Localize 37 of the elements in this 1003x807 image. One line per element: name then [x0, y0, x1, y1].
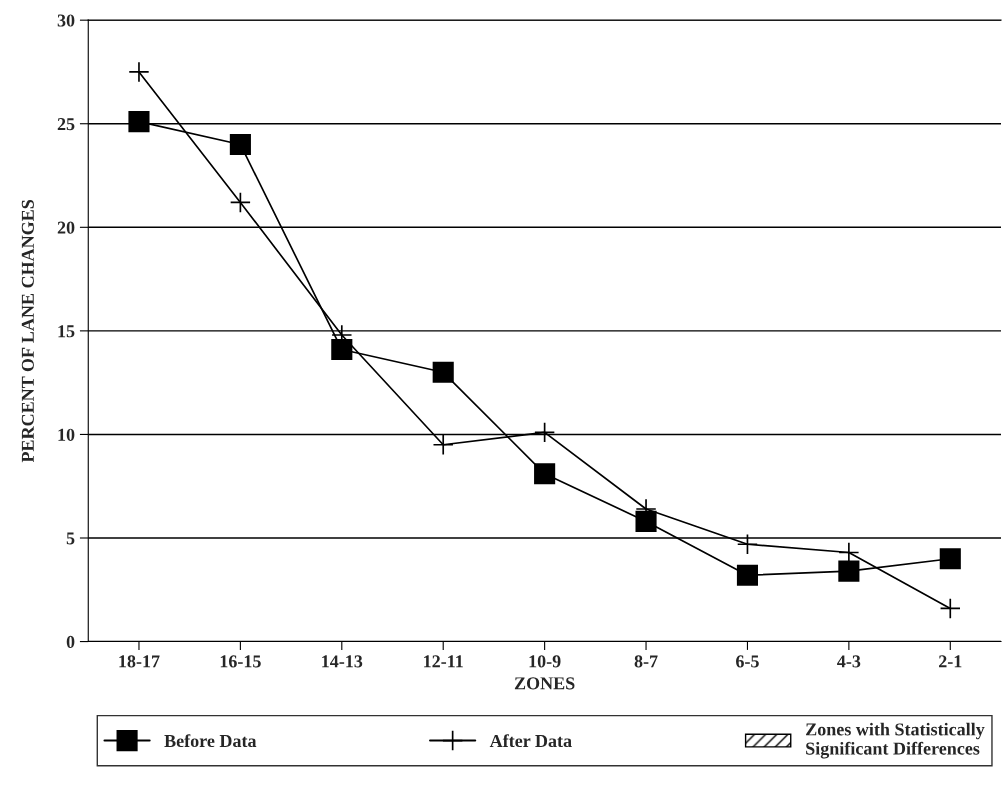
point: [534, 463, 556, 485]
y-tick-label: 0: [66, 635, 75, 649]
x-tick-label: 4-3: [837, 655, 861, 668]
point: [331, 338, 353, 361]
point: [939, 548, 961, 570]
legend-label: Zones with Statistically Significant Differences: [806, 722, 985, 759]
legend-label: Before Data: [164, 734, 257, 748]
point: [838, 560, 860, 582]
point: [432, 361, 454, 383]
point: [128, 61, 150, 83]
y-tick-label: 15: [58, 325, 75, 338]
point: [635, 510, 657, 532]
y-tick-label: 30: [57, 14, 75, 27]
y-tick-label: 5: [66, 532, 75, 545]
point: [229, 133, 251, 156]
x-axis-title: ZONES: [514, 677, 575, 690]
point: [939, 597, 961, 619]
x-tick-label: 14-13: [322, 655, 363, 668]
point: [534, 421, 556, 443]
x-tick-label: 8-7: [634, 655, 658, 668]
x-tick-label: 12-11: [424, 655, 463, 668]
point: [838, 541, 860, 564]
point: [432, 434, 454, 456]
y-tick-label: 10: [58, 428, 75, 441]
x-tick-label: 16-15: [220, 655, 261, 668]
x-tick-label: 10-9: [529, 655, 561, 668]
point: [229, 191, 251, 214]
x-tick-label: 18-17: [119, 655, 160, 668]
legend-label: After Data: [489, 734, 572, 748]
y-axis-title: PERCENT OF LANE CHANGES: [21, 199, 34, 463]
y-tick-label: 25: [57, 118, 75, 131]
x-tick-label: 2-1: [939, 655, 962, 668]
point: [128, 111, 150, 133]
x-tick-label: 6-5: [736, 655, 759, 668]
y-tick-label: 20: [57, 221, 75, 234]
point: [736, 533, 759, 555]
point: [736, 564, 759, 586]
